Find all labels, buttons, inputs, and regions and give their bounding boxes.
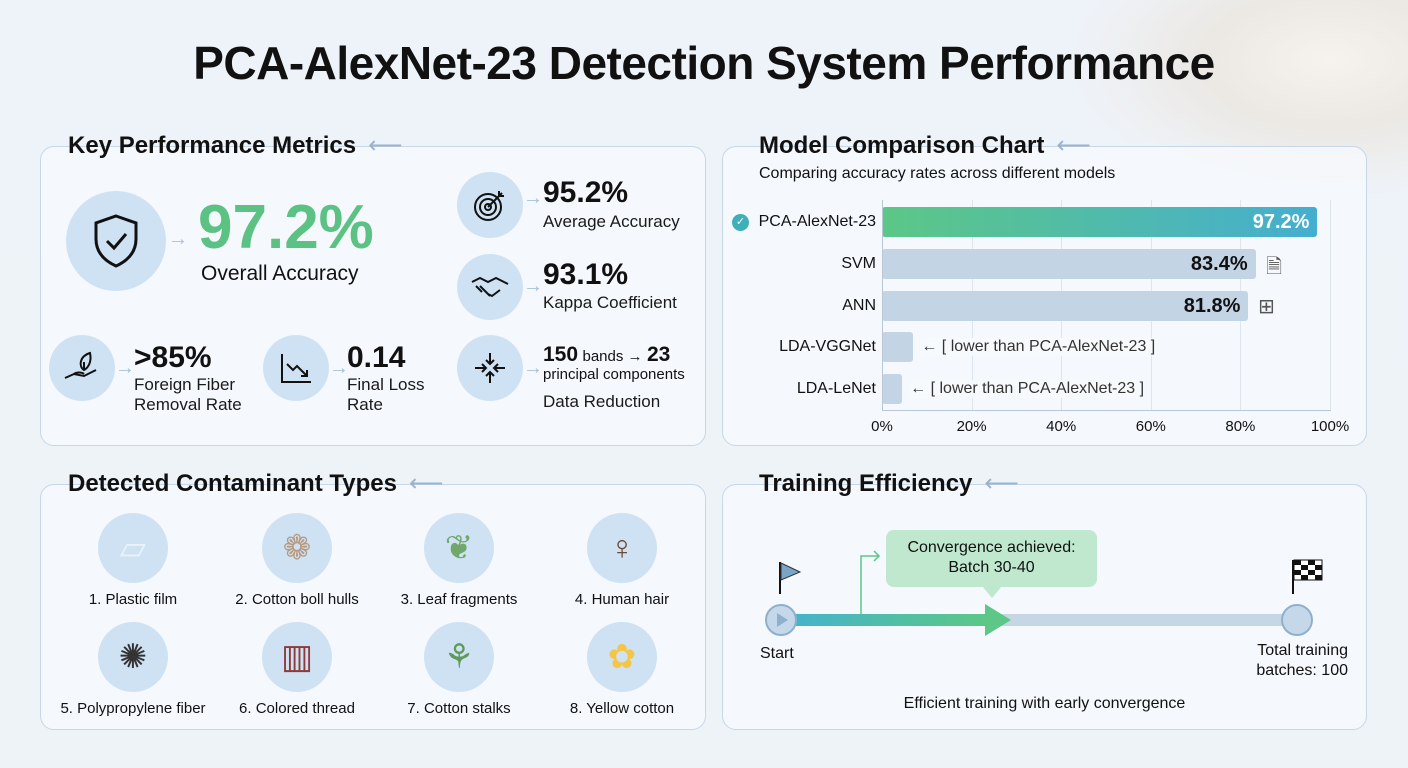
model-label: SVM — [841, 255, 876, 272]
training-heading: Training Efficiency ⟵ — [759, 470, 1019, 497]
overall-accuracy-value: 97.2% — [198, 193, 374, 262]
bar — [882, 249, 1256, 279]
page-title: PCA-AlexNet-23 Detection System Performa… — [193, 37, 1215, 89]
hair-icon: ♀ — [587, 513, 657, 583]
x-tick-label: 100% — [1310, 418, 1350, 435]
callout-line-2: Batch 30-40 — [948, 559, 1035, 576]
model-label: ANN — [842, 297, 876, 314]
final-loss-value: 0.14 — [347, 341, 406, 374]
start-flag-icon — [779, 562, 802, 594]
fiber-tangle-icon: ✺ — [98, 622, 168, 692]
average-accuracy-label: Average Accuracy — [543, 212, 680, 231]
thread-spool-icon: ▥ — [262, 622, 332, 692]
plastic-bag-icon: ▱ — [98, 513, 168, 583]
contaminant-label: 6. Colored thread — [239, 700, 355, 717]
final-loss-label-2: Rate — [347, 395, 383, 414]
model-comparison-heading: Model Comparison Chart ⟵ — [759, 132, 1091, 159]
end-label-2: batches: 100 — [1256, 662, 1348, 679]
bar — [882, 374, 903, 404]
convergence-progress-bar — [790, 614, 986, 626]
plant-hand-icon — [49, 335, 115, 401]
x-axis-line — [882, 410, 1331, 411]
key-metrics-panel — [40, 146, 706, 446]
chart-down-icon — [263, 335, 329, 401]
kappa-value: 93.1% — [543, 258, 629, 291]
x-tick-label: 60% — [1135, 418, 1166, 435]
model-label: LDA-VGGNet — [779, 338, 876, 355]
handshake-icon — [457, 254, 523, 320]
check-circle-icon: ✓ — [732, 214, 749, 231]
document-user-icon: 🗎 — [1266, 256, 1283, 278]
contaminant-label: 2. Cotton boll hulls — [235, 591, 359, 608]
data-label: 81.8% — [1183, 295, 1241, 317]
bar — [882, 332, 914, 362]
x-tick-label: 80% — [1225, 418, 1256, 435]
overall-accuracy-label: Overall Accuracy — [201, 262, 359, 285]
x-tick-label: 20% — [956, 418, 987, 435]
contaminant-label: 3. Leaf fragments — [400, 591, 518, 608]
compress-icon — [457, 335, 523, 401]
stalk-icon: ⚘ — [424, 622, 494, 692]
model-label: PCA-AlexNet-23 — [758, 213, 876, 230]
checkered-flag-icon — [1292, 559, 1323, 594]
data-label: 97.2% — [1252, 211, 1310, 233]
training-caption: Efficient training with early convergenc… — [903, 695, 1186, 712]
data-label: ← [ lower than PCA-AlexNet-23 ] — [910, 380, 1145, 398]
bar — [882, 207, 1318, 237]
y-axis-line — [882, 200, 883, 410]
bar — [882, 291, 1249, 321]
remaining-track — [1000, 614, 1296, 626]
target-icon — [457, 172, 523, 238]
contaminant-label: 5. Polypropylene fiber — [60, 700, 206, 717]
contaminant-label: 7. Cotton stalks — [407, 700, 511, 717]
end-label-1: Total training — [1257, 642, 1348, 659]
removal-rate-label-2: Removal Rate — [134, 395, 242, 414]
data-label: ← [ lower than PCA-AlexNet-23 ] — [921, 338, 1156, 356]
x-tick-label: 0% — [871, 418, 893, 435]
start-label: Start — [760, 645, 794, 662]
yellow-cotton-icon: ✿ — [587, 622, 657, 692]
cotton-boll-icon: ❁ — [262, 513, 332, 583]
hierarchy-icon: ⊞ — [1258, 296, 1275, 318]
training-panel — [722, 484, 1367, 730]
shield-check-icon — [66, 191, 166, 291]
data-reduction-value: 150 bands → 23 — [543, 343, 670, 367]
data-reduction-label: Data Reduction — [543, 392, 661, 411]
chart-subtitle: Comparing accuracy rates across differen… — [759, 165, 1116, 182]
contaminant-label: 8. Yellow cotton — [569, 700, 675, 717]
callout-pointer — [982, 586, 1002, 598]
callout-connector — [860, 550, 881, 614]
kappa-label: Kappa Coefficient — [543, 293, 677, 312]
bands-from: 150 — [543, 343, 579, 366]
components-unit: principal components — [543, 366, 685, 383]
convergence-callout: Convergence achieved: Batch 30-40 — [886, 530, 1097, 587]
data-label: 83.4% — [1190, 253, 1248, 275]
contaminant-label: 1. Plastic film — [88, 591, 178, 608]
callout-line-1: Convergence achieved: — [907, 539, 1076, 556]
average-accuracy-value: 95.2% — [543, 176, 629, 209]
play-icon — [777, 613, 788, 627]
start-node[interactable] — [765, 604, 797, 636]
contaminant-heading: Detected Contaminant Types ⟵ — [68, 470, 444, 497]
removal-rate-label-1: Foreign Fiber — [134, 375, 236, 394]
x-tick-label: 40% — [1046, 418, 1077, 435]
gridline — [1330, 200, 1331, 410]
key-metrics-heading: Key Performance Metrics ⟵ — [68, 132, 403, 159]
progress-arrowhead — [985, 604, 1011, 636]
end-node[interactable] — [1281, 604, 1313, 636]
components-to: 23 — [647, 343, 671, 366]
final-loss-label-1: Final Loss — [347, 375, 425, 394]
bands-unit: bands → — [582, 348, 643, 365]
removal-rate-value: >85% — [134, 341, 212, 374]
leaf-icon: ❦ — [424, 513, 494, 583]
contaminant-label: 4. Human hair — [574, 591, 670, 608]
model-label: LDA-LeNet — [796, 380, 876, 397]
